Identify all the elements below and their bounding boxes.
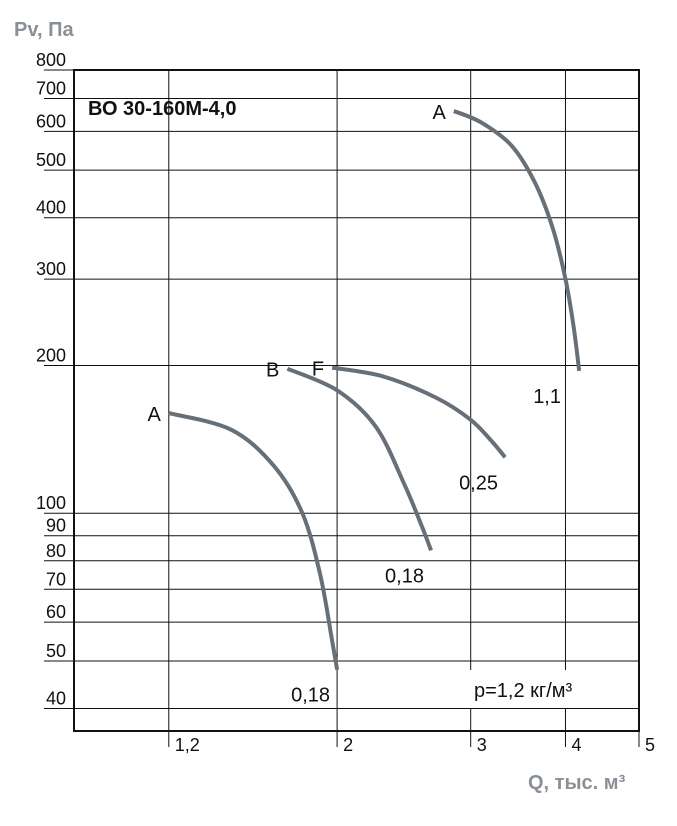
fan-curves: A 0,18 B 0,18 F 0,25 A 1,1 xyxy=(147,102,582,707)
y-axis-title: Pv, Па xyxy=(14,19,74,41)
y-tick-label: 800 xyxy=(36,50,66,70)
curve-end-label: 0,25 xyxy=(459,472,498,494)
fan-curve-line xyxy=(331,365,507,459)
y-tick-label: 300 xyxy=(36,259,66,279)
x-tick-label: 2 xyxy=(343,735,353,755)
y-tick-label: 40 xyxy=(46,689,66,709)
x-tick-label: 5 xyxy=(645,735,655,755)
curve-start-label: A xyxy=(432,102,446,124)
y-tick-label: 500 xyxy=(36,150,66,170)
x-tick-label: 4 xyxy=(571,735,581,755)
curve-end-label: 1,1 xyxy=(533,386,561,408)
curve-start-label: B xyxy=(266,360,279,382)
y-tick-label: 70 xyxy=(46,569,66,589)
y-tick-labels: 40 50 60 70 80 90 100 200 300 400 500 600 700 800 xyxy=(36,50,66,709)
x-tick-label: 1,2 xyxy=(175,735,200,755)
x-tick-labels: 1,2 2 3 4 5 xyxy=(175,735,655,755)
y-tick-label: 90 xyxy=(46,516,66,536)
y-tick-label: 60 xyxy=(46,602,66,622)
y-tick-label: 80 xyxy=(46,541,66,561)
curve-end-label: 0,18 xyxy=(385,565,424,587)
curve-start-label: A xyxy=(147,404,161,426)
y-tick-label: 100 xyxy=(36,493,66,513)
y-tick-label: 600 xyxy=(36,111,66,131)
y-tick-label: 400 xyxy=(36,198,66,218)
fan-curve-line xyxy=(453,109,582,372)
y-tick-label: 200 xyxy=(36,345,66,365)
chart-title: ВО 30-160М-4,0 xyxy=(88,98,236,120)
y-tick-label: 700 xyxy=(36,78,66,98)
annotation-background xyxy=(462,670,632,708)
curve-start-label: F xyxy=(312,359,324,381)
fan-curve-line xyxy=(286,366,433,552)
x-axis-title: Q, тыс. м³ xyxy=(528,772,626,794)
x-tick-label: 3 xyxy=(477,735,487,755)
density-annotation: р=1,2 кг/м³ xyxy=(474,680,573,702)
y-tick-label: 50 xyxy=(46,641,66,661)
fan-curve-line xyxy=(168,411,340,671)
plot-frame xyxy=(73,69,640,732)
curve-end-label: 0,18 xyxy=(291,685,330,707)
vertical-gridlines xyxy=(168,70,640,747)
